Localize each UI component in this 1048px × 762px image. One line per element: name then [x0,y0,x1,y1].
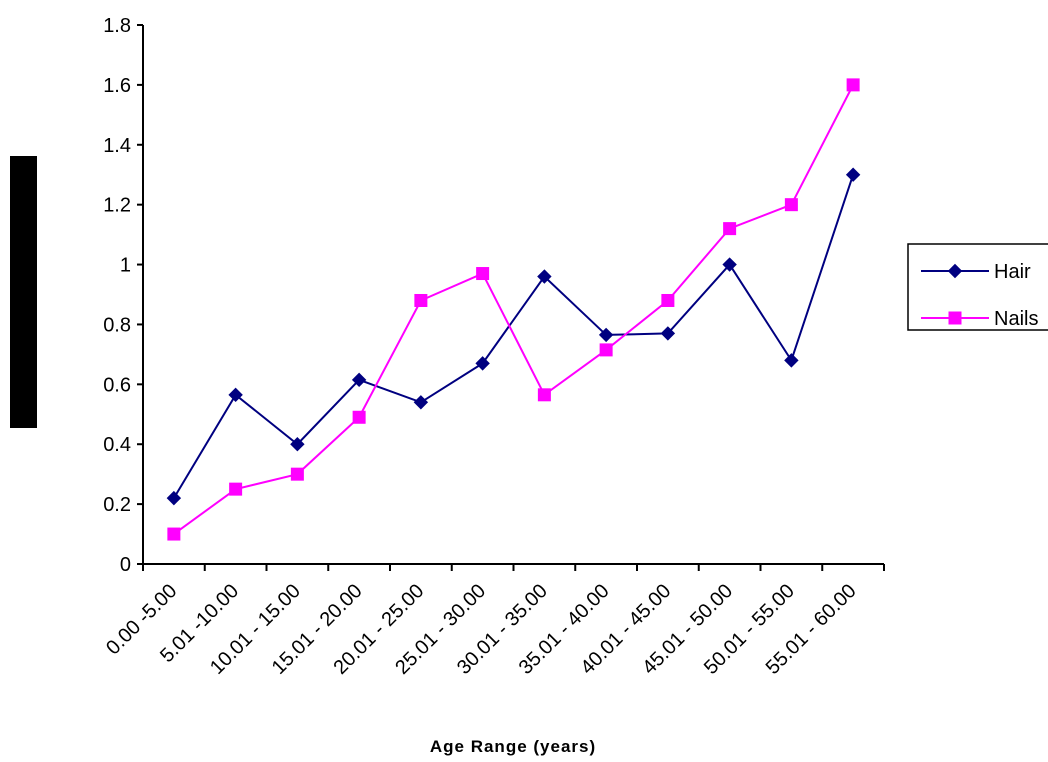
hair-point [351,372,367,388]
hair-point [537,269,552,284]
hair-point [722,257,737,272]
y-tick-label: 0.8 [103,314,131,336]
hair-point [660,326,676,341]
nails-point [167,527,181,541]
hair-point [166,490,182,506]
legend: Hair Nails [907,243,1048,331]
hair-point [475,356,490,371]
nails-point [290,467,304,481]
nails-point [414,293,428,307]
y-tick-label: 0.2 [103,494,131,516]
series-hair [166,167,861,506]
redacted-y-axis-label [10,156,37,428]
y-tick-label: 1.2 [103,195,131,217]
y-tick-label: 0.6 [103,374,131,396]
x-axis-title: Age Range (years) [430,737,596,756]
legend-label-hair: Hair [994,261,1031,283]
y-tick-label: 1.6 [103,75,131,97]
hair-point [784,353,799,368]
nails-point [476,267,490,281]
y-tick-label: 1 [120,255,131,277]
hair-point [290,437,305,452]
legend-marker-nails [948,311,962,325]
nails-point [846,78,860,92]
series-nails [167,78,860,541]
nails-point [229,482,243,496]
legend-label-nails: Nails [994,308,1038,330]
hair-point [413,395,429,410]
legend-box [907,243,1048,331]
hair-point [845,167,861,182]
series-layer [166,78,861,541]
y-axis: 0 0.2 0.4 0.6 0.8 1 1.2 1.4 1.6 1.8 [103,15,144,576]
nails-point [661,293,675,307]
nails-point [537,388,551,402]
hair-line [173,174,855,499]
y-tick-label: 0 [120,554,131,576]
y-tick-label: 0.4 [103,434,131,456]
y-tick-label: 1.4 [103,135,131,157]
hair-point [598,327,614,343]
nails-point [352,410,366,424]
nails-point [723,222,737,236]
hair-point [228,387,243,403]
y-tick-label: 1.8 [103,15,131,37]
nails-point [784,198,798,212]
nails-line [173,84,855,535]
legend-marker-hair [947,263,963,279]
nails-point [599,343,613,357]
